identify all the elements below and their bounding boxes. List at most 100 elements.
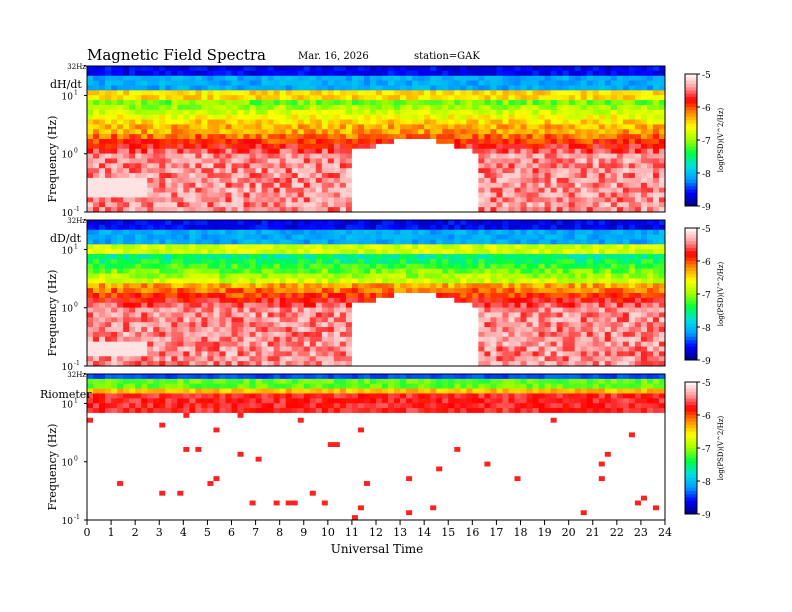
spectrogram-cell xyxy=(267,153,275,159)
spectrogram-cell xyxy=(544,70,551,77)
spectrogram-cell xyxy=(412,114,419,120)
spectrogram-cell xyxy=(442,173,449,179)
spectrogram-cell xyxy=(147,192,154,198)
spectrogram-cell xyxy=(117,158,124,164)
spectrogram-cell xyxy=(291,278,299,284)
spectrogram-cell xyxy=(538,254,545,260)
spectrogram-cell xyxy=(610,254,618,260)
spectrogram-cell xyxy=(616,283,624,289)
spectrogram-cell xyxy=(231,119,238,125)
spectrogram-cell xyxy=(568,114,576,120)
spectrogram-cell xyxy=(327,263,335,270)
spectrogram-cell xyxy=(177,139,184,145)
spectrogram-cell xyxy=(327,95,335,101)
spectrogram-cell xyxy=(345,288,353,294)
spectrogram-cell xyxy=(279,224,287,231)
spectrogram-cell xyxy=(261,192,269,198)
spectrogram-cell xyxy=(550,168,558,174)
spectrogram-cell xyxy=(406,317,413,323)
spectrogram-cell xyxy=(255,207,262,213)
spectrogram-cell xyxy=(285,187,293,193)
spectrogram-cell xyxy=(213,114,220,120)
spectrogram-cell xyxy=(448,302,455,308)
spectrogram-cell xyxy=(526,273,533,279)
spectrogram-cell xyxy=(430,283,437,289)
spectrogram-cell xyxy=(622,109,630,116)
spectrogram-cell xyxy=(207,192,214,198)
spectrogram-cell xyxy=(303,239,311,245)
spectrogram-cell xyxy=(225,249,232,255)
spectrogram-cell xyxy=(159,312,166,318)
spectrogram-cell xyxy=(586,139,594,145)
colorbar-swatch xyxy=(685,192,697,197)
spectrogram-cell xyxy=(357,234,365,240)
spectrogram-cell xyxy=(532,95,539,101)
spectrogram-cell xyxy=(147,322,154,328)
spectrogram-cell xyxy=(436,70,443,77)
spectrogram-cell xyxy=(436,293,443,299)
spectrogram-cell xyxy=(231,278,238,284)
spectrogram-cell xyxy=(652,244,660,250)
spectrogram-cell xyxy=(400,148,407,154)
spectrogram-cell xyxy=(406,158,413,164)
spectrogram-cell xyxy=(237,229,244,235)
spectrogram-cell xyxy=(117,283,124,289)
spectrogram-cell xyxy=(394,177,401,184)
spectrogram-cell xyxy=(87,249,94,255)
spectrogram-cell xyxy=(267,119,275,125)
spectrogram-cell xyxy=(376,297,383,304)
spectrogram-cell xyxy=(538,239,545,245)
spectrogram-cell xyxy=(219,254,226,260)
spectrogram-cell xyxy=(147,124,154,130)
spectrogram-cell xyxy=(213,317,220,323)
spectrogram-cell xyxy=(357,283,365,289)
spectrogram-cell xyxy=(574,239,582,245)
spectrogram-cell xyxy=(406,177,413,184)
spectrogram-cell xyxy=(231,109,238,116)
spectrogram-cell xyxy=(394,293,401,299)
spectrogram-cell xyxy=(273,109,281,116)
spectrogram-cell xyxy=(406,100,413,106)
spectrogram-cell xyxy=(303,249,311,255)
spectrogram-cell xyxy=(472,153,479,159)
spectrogram-cell xyxy=(135,317,142,323)
spectrogram-cell xyxy=(574,283,582,289)
spectrogram-cell xyxy=(123,249,130,255)
spectrogram-cell xyxy=(231,129,238,135)
spectrogram-cell xyxy=(225,302,232,308)
spectrogram-cell xyxy=(652,268,660,274)
spectrogram-cell xyxy=(213,139,220,145)
spectrogram-cell xyxy=(219,234,226,240)
spectrogram-cell xyxy=(345,95,353,101)
spectrogram-cell xyxy=(628,268,636,274)
spectrogram-cell xyxy=(231,202,238,208)
spectrogram-cell xyxy=(436,85,443,91)
spectrogram-cell xyxy=(442,220,449,226)
spectrogram-cell xyxy=(213,254,220,260)
spectrogram-cell xyxy=(598,268,606,274)
spectrogram-cell xyxy=(327,168,335,174)
spectrogram-cell xyxy=(442,283,449,289)
spectrogram-cell xyxy=(159,114,166,120)
spectrogram-cell xyxy=(363,143,371,150)
spectrogram-cell xyxy=(279,90,287,96)
spectrogram-cell xyxy=(129,173,136,179)
spectrogram-cell xyxy=(345,139,353,145)
spectrogram-cell xyxy=(117,148,124,154)
spectrogram-cell xyxy=(267,114,275,120)
spectrogram-cell xyxy=(99,317,106,323)
spectrogram-cell xyxy=(400,90,407,96)
spectrogram-cell xyxy=(309,273,317,279)
spectrogram-cell xyxy=(261,307,269,313)
spectrogram-cell xyxy=(562,100,570,106)
spectrogram-cell xyxy=(532,254,539,260)
spectrogram-cell xyxy=(526,90,533,96)
spectrogram-cell xyxy=(466,134,473,140)
spectrogram-cell xyxy=(652,254,660,260)
spectrogram-cell xyxy=(628,114,636,120)
spectrogram-cell xyxy=(93,322,100,328)
spectrogram-cell xyxy=(472,80,479,86)
spectrogram-cell xyxy=(297,124,305,130)
spectrogram-cell xyxy=(123,229,130,235)
spectrogram-cell xyxy=(219,177,226,184)
